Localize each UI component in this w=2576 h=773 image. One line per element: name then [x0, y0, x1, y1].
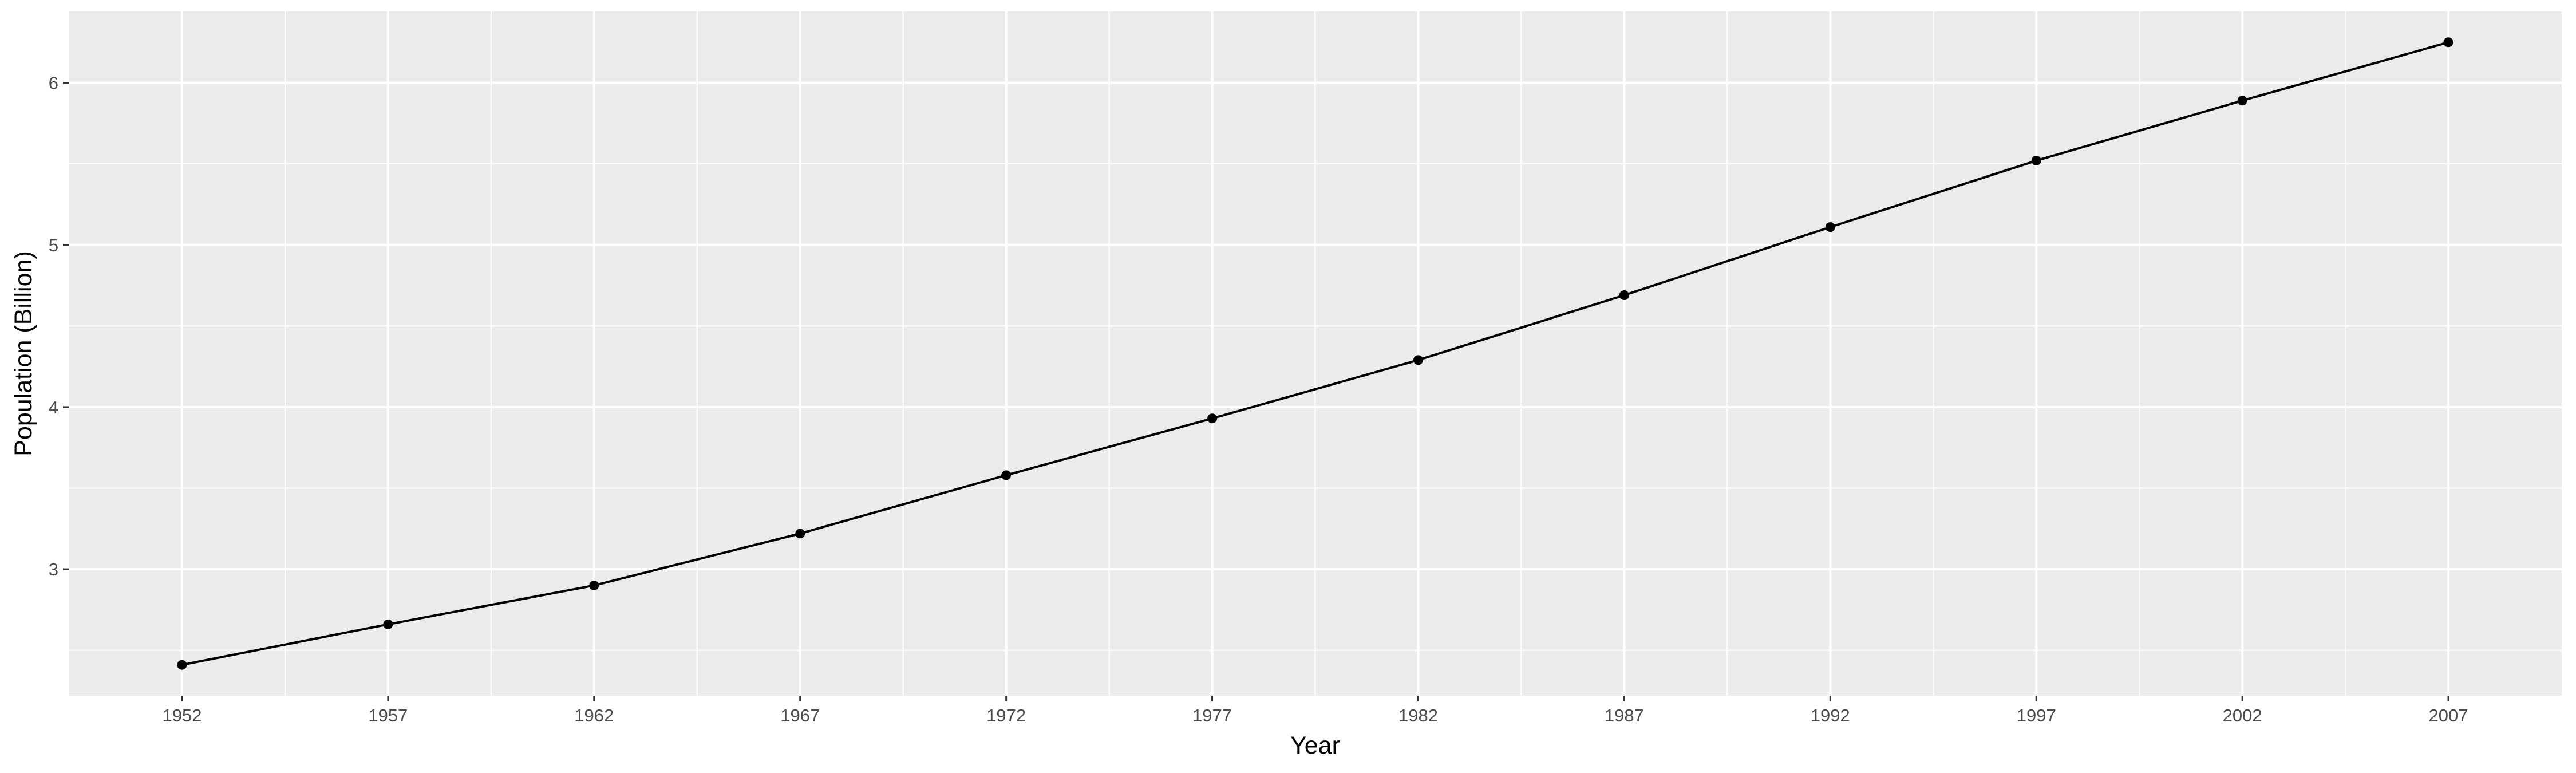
x-tick-label: 1952: [162, 705, 202, 725]
y-axis: 3 4 5 6: [49, 73, 69, 579]
x-tick-label: 2007: [2429, 705, 2468, 725]
x-tick-label: 1987: [1605, 705, 1644, 725]
x-tick-label: 1977: [1192, 705, 1232, 725]
y-tick-label: 5: [49, 235, 58, 255]
x-axis: 1952 1957 1962 1967 1972 1977 1982 1987 1992 1997…: [162, 696, 2468, 725]
data-point: [795, 529, 805, 539]
x-tick-label: 1982: [1398, 705, 1438, 725]
data-point: [1619, 290, 1629, 301]
data-point: [589, 580, 599, 590]
data-point: [2237, 96, 2247, 106]
y-axis-title: Population (Billion): [10, 251, 37, 456]
data-point: [1413, 355, 1423, 365]
x-tick-label: 1992: [1811, 705, 1850, 725]
y-tick-label: 6: [49, 73, 58, 93]
x-tick-label: 1957: [368, 705, 408, 725]
minor-gridlines: [69, 11, 2562, 696]
major-gridlines: [69, 11, 2562, 696]
x-axis-title: Year: [1290, 732, 1340, 759]
data-point: [383, 619, 393, 629]
data-point: [1825, 222, 1835, 232]
x-tick-label: 1962: [574, 705, 614, 725]
data-point: [2443, 37, 2453, 48]
y-tick-label: 3: [49, 559, 58, 579]
series-line: [181, 41, 2449, 666]
data-point: [2031, 156, 2041, 166]
x-tick-label: 1972: [986, 705, 1026, 725]
x-tick-label: 1967: [780, 705, 820, 725]
data-point: [1207, 413, 1218, 424]
x-tick-label: 2002: [2223, 705, 2262, 725]
data-point: [1001, 470, 1012, 480]
series-layer: [177, 37, 2453, 670]
y-tick-label: 4: [49, 397, 58, 417]
x-tick-label: 1997: [2017, 705, 2056, 725]
data-point: [177, 660, 187, 670]
